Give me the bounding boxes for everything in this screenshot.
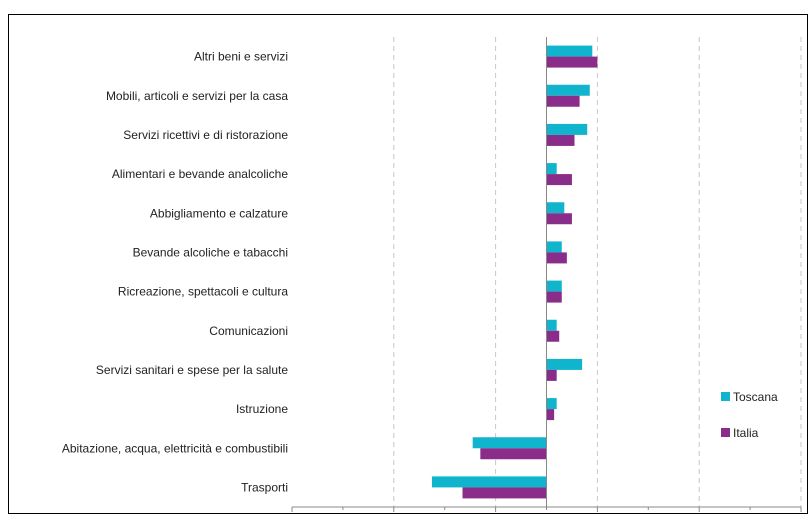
legend: Toscana Italia — [721, 390, 778, 440]
category-label: Servizi sanitari e spese per la salute — [96, 363, 288, 377]
bar-italia-mobili-articoli-e-servizi-per-la-casa — [546, 95, 580, 107]
bar-toscana-trasporti — [431, 476, 547, 488]
bar-chart: -1,00-0,60-0,200,200,601,00 Altri beni e… — [62, 37, 812, 520]
category-label: Ricreazione, spettacoli e cultura — [118, 285, 288, 299]
category-label: Abitazione, acqua, elettricità e combust… — [62, 441, 288, 455]
bar-toscana-comunicazioni — [546, 319, 557, 331]
bar-italia-bevande-alcoliche-e-tabacchi — [546, 252, 567, 264]
legend-swatch-toscana — [721, 392, 730, 401]
bar-toscana-servizi-ricettivi-e-di-ristorazione — [546, 123, 588, 135]
bar-italia-servizi-sanitari-e-spese-per-la-salute — [546, 369, 557, 381]
category-label: Alimentari e bevande analcoliche — [112, 167, 288, 181]
category-label: Servizi ricettivi e di ristorazione — [123, 128, 288, 142]
bar-italia-comunicazioni — [546, 330, 560, 342]
bar-toscana-ricreazione-spettacoli-e-cultura — [546, 280, 562, 292]
bars — [431, 45, 598, 499]
category-label: Istruzione — [236, 402, 288, 416]
bar-italia-alimentari-e-bevande-analcoliche — [546, 174, 572, 186]
bar-italia-ricreazione-spettacoli-e-cultura — [546, 291, 562, 303]
category-label: Trasporti — [241, 480, 288, 494]
bar-toscana-istruzione — [546, 398, 557, 410]
legend-swatch-italia — [721, 428, 730, 437]
bar-toscana-mobili-articoli-e-servizi-per-la-casa — [546, 84, 590, 96]
category-label: Mobili, articoli e servizi per la casa — [106, 89, 288, 103]
chart-frame: -1,00-0,60-0,200,200,601,00 Altri beni e… — [8, 14, 812, 520]
category-label: Altri beni e servizi — [194, 50, 288, 64]
category-label: Comunicazioni — [209, 324, 288, 338]
category-labels: Altri beni e servizi Mobili, articoli e s… — [62, 50, 288, 495]
grid-lines — [393, 37, 802, 507]
bar-toscana-abitazione-acqua-elettricita-e-combustibili — [472, 437, 547, 449]
bar-italia-abitazione-acqua-elettricita-e-combustibili — [480, 448, 547, 460]
category-label: Abbigliamento e calzature — [150, 206, 288, 220]
bar-italia-istruzione — [546, 409, 555, 421]
legend-label-toscana: Toscana — [733, 390, 778, 404]
bar-toscana-altri-beni-e-servizi — [546, 45, 593, 57]
bar-italia-trasporti — [462, 487, 547, 499]
bar-toscana-alimentari-e-bevande-analcoliche — [546, 163, 557, 175]
bar-italia-altri-beni-e-servizi — [546, 56, 598, 68]
category-label: Bevande alcoliche e tabacchi — [133, 245, 288, 259]
bar-toscana-bevande-alcoliche-e-tabacchi — [546, 241, 562, 253]
bar-toscana-servizi-sanitari-e-spese-per-la-salute — [546, 358, 583, 370]
bar-italia-servizi-ricettivi-e-di-ristorazione — [546, 134, 575, 146]
bar-toscana-abbigliamento-e-calzature — [546, 202, 565, 214]
legend-label-italia: Italia — [733, 426, 759, 440]
bar-italia-abbigliamento-e-calzature — [546, 213, 572, 225]
